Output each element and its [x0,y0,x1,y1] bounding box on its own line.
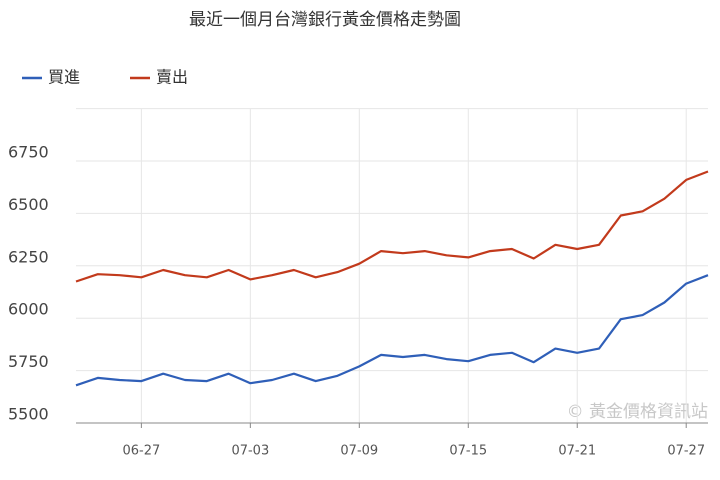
series-line [75,170,709,283]
series-line [75,274,709,387]
legend-label: 賣出 [156,68,188,87]
y-tick-label: 6250 [8,247,49,266]
y-tick-label: 6000 [8,300,49,319]
watermark: © 黃金價格資訊站 [567,402,708,422]
x-tick-label: 07-27 [667,444,705,459]
x-tick-label: 07-21 [558,444,596,459]
y-tick-label: 6750 [8,143,49,162]
chart-title: 最近一個月台灣銀行黃金價格走勢圖 [189,10,461,30]
x-tick-label: 06-27 [122,444,160,459]
y-tick-label: 5750 [8,352,49,371]
x-tick-label: 07-03 [231,444,269,459]
plot: 5500 5750 6000 6250 6500 6750 06-27 07-03 07-09 0… [8,68,709,459]
x-tick-label: 07-15 [449,444,487,459]
y-tick-label: 6500 [8,195,49,214]
x-tick-label: 07-09 [340,444,378,459]
legend-label: 買進 [48,68,80,87]
y-tick-label: 5500 [8,405,49,424]
